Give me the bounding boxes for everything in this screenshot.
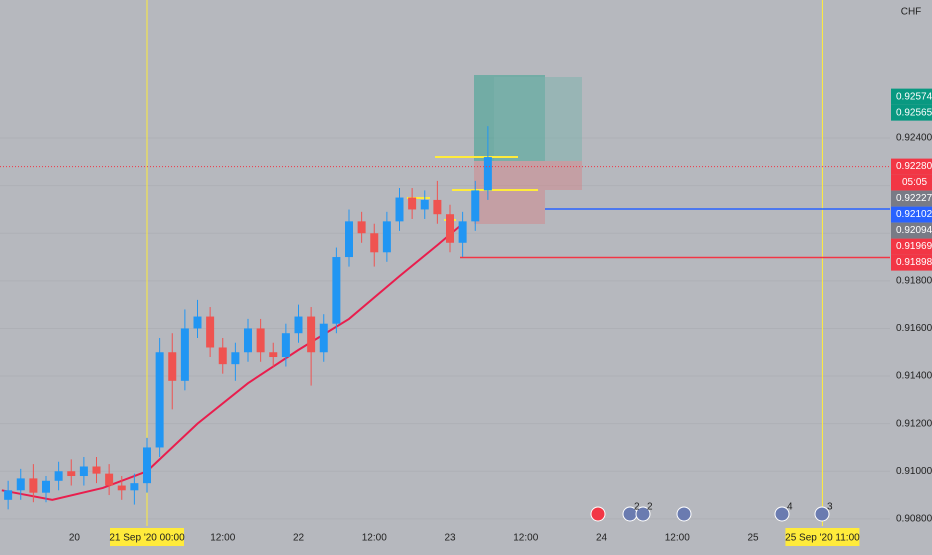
x-tick-label: 24 — [596, 533, 608, 544]
candle-body — [206, 316, 215, 348]
marker-label: 21 Sep '20 00:00 — [109, 533, 185, 544]
position-tool — [474, 75, 582, 224]
candle-body — [42, 480, 50, 493]
candle-body — [117, 485, 126, 491]
price-badge-label: 0.92102 — [896, 209, 932, 220]
marker-bg — [110, 528, 184, 546]
candle-body — [408, 197, 417, 210]
candle-body — [231, 352, 240, 365]
candle-body — [370, 233, 379, 253]
price-badge — [891, 190, 932, 207]
candle-body — [458, 221, 467, 243]
candle-body — [218, 347, 227, 365]
price-badge — [891, 158, 932, 175]
candle-body — [357, 221, 366, 234]
candle-body — [4, 490, 13, 500]
price-badge — [891, 206, 932, 223]
candle-body — [483, 157, 492, 191]
candle-body — [395, 197, 404, 222]
events: 2 2 4 3 — [590, 502, 833, 522]
event-count: 4 — [787, 502, 793, 513]
candle-body — [471, 190, 480, 222]
profit-zone — [494, 77, 582, 161]
price-badge-label: 0.92094 — [896, 225, 932, 236]
price-badge-label: 0.91898 — [896, 257, 932, 268]
x-tick-label: 12:00 — [210, 533, 235, 544]
event-icon — [635, 506, 651, 522]
plot-bg — [0, 0, 890, 526]
y-tick-label: 0.91000 — [896, 466, 932, 477]
x-tick-label: 22 — [293, 533, 305, 544]
marker-label: 25 Sep '20 11:00 — [785, 533, 860, 544]
y-tick-label: 0.91600 — [896, 323, 932, 334]
candle-body — [16, 478, 25, 491]
candle-body — [54, 471, 63, 481]
price-badge-label: 0.92227 — [896, 193, 932, 204]
candle-body — [345, 221, 353, 258]
price-badge — [891, 222, 932, 239]
countdown-badge — [891, 174, 932, 191]
price-badge-label: 0.92565 — [896, 107, 932, 118]
candle-body — [433, 199, 442, 215]
candle-body — [332, 257, 341, 324]
price-badge — [891, 254, 932, 271]
candle-body — [180, 328, 189, 381]
candle-body — [269, 352, 278, 358]
candle-body — [446, 214, 454, 243]
candle-body — [79, 466, 88, 477]
y-tick-label: 0.90800 — [896, 514, 932, 525]
event-icon — [676, 506, 692, 522]
price-badge-label: 0.92280 — [896, 161, 932, 172]
currency: CHF — [901, 7, 922, 18]
event-icon — [590, 506, 606, 522]
y-tick-label: 0.91800 — [896, 275, 932, 286]
candle-body — [193, 316, 202, 329]
candle-body — [105, 473, 114, 486]
candle-body — [256, 328, 265, 353]
countdown: 05:05 — [902, 177, 927, 188]
price-badge — [891, 88, 932, 105]
y-tick-label: 0.91400 — [896, 371, 932, 382]
price-badge-label: 0.91969 — [896, 241, 932, 252]
y-tick-label: 0.91200 — [896, 418, 932, 429]
candle-body — [29, 478, 38, 493]
x-tick-label: 12:00 — [362, 533, 387, 544]
price-badge — [891, 238, 932, 255]
event-icon — [814, 506, 830, 522]
candle-body — [319, 323, 328, 353]
candle-body — [294, 316, 303, 334]
marker-bg — [785, 528, 860, 546]
x-tick-label: 23 — [444, 533, 456, 544]
candle-body — [155, 352, 164, 448]
y-tick-label: 0.92400 — [896, 133, 932, 144]
event-icon — [774, 506, 790, 522]
candle-body — [382, 221, 391, 253]
loss-zone — [545, 161, 582, 190]
x-tick-label: 12:00 — [513, 533, 538, 544]
x-tick-label: 20 — [69, 533, 81, 544]
price-badge-label: 0.92574 — [896, 91, 932, 102]
candle-body — [244, 328, 252, 353]
x-tick-label: 12:00 — [665, 533, 690, 544]
candle-body — [168, 352, 177, 381]
event-count: 2 — [634, 502, 640, 513]
candle-body — [420, 199, 429, 210]
event-count: 3 — [827, 502, 833, 513]
candle-body — [307, 316, 316, 353]
x-tick-label: 25 — [747, 533, 759, 544]
candle-body — [92, 466, 101, 474]
moving-average — [1, 222, 464, 501]
candle-body — [143, 447, 151, 484]
event-count: 2 — [647, 502, 653, 513]
candle-body — [281, 333, 290, 358]
candle-body — [130, 483, 139, 491]
price-badge — [891, 104, 932, 121]
candle-body — [67, 471, 76, 477]
